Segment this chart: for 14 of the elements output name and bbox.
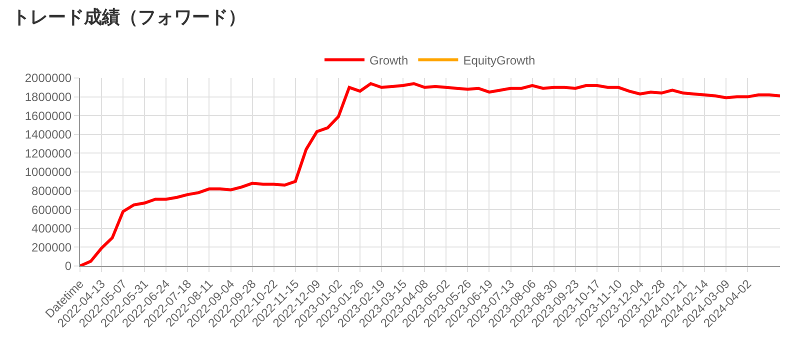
y-tick-label: 2000000 xyxy=(24,71,72,86)
y-tick-label: 600000 xyxy=(32,202,72,217)
y-tick-label: 800000 xyxy=(32,184,72,198)
chart-title: トレード成績（フォワード） xyxy=(12,6,246,28)
y-tick-label: 400000 xyxy=(32,222,72,236)
y-tick-label: 0 xyxy=(64,259,72,274)
y-tick-label: 1800000 xyxy=(24,90,72,104)
legend-label: EquityGrowth xyxy=(463,53,536,68)
y-tick-label: 200000 xyxy=(32,240,72,254)
y-tick-label: 1400000 xyxy=(24,128,72,142)
y-tick-label: 1000000 xyxy=(24,165,72,180)
y-tick-label: 1600000 xyxy=(24,108,72,123)
legend-label: Growth xyxy=(370,53,408,68)
y-tick-label: 1200000 xyxy=(24,146,72,160)
